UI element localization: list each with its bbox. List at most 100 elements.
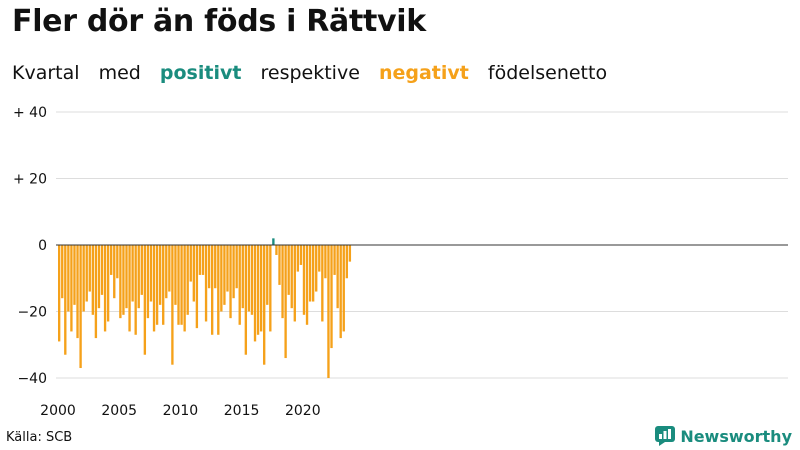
bar: [67, 245, 70, 312]
bar: [73, 245, 76, 305]
source-note: Källa: SCB: [6, 430, 73, 445]
bar: [302, 245, 306, 315]
bar: [100, 245, 104, 295]
bar: [238, 245, 241, 325]
bar: [198, 245, 202, 275]
bar: [183, 245, 186, 332]
subtitle-word: respektive: [260, 62, 360, 84]
bar: [158, 245, 162, 305]
bar: [155, 245, 159, 325]
bar: [64, 245, 67, 355]
bar: [296, 245, 300, 272]
bar: [232, 245, 235, 299]
bar: [275, 245, 278, 255]
bar: [106, 245, 110, 322]
bar: [229, 245, 232, 319]
bar: [79, 245, 82, 369]
bar: [97, 245, 101, 309]
bar: [207, 245, 211, 289]
bar: [137, 245, 140, 309]
bar: [76, 245, 79, 339]
bar: [204, 245, 208, 322]
y-tick-label: + 40: [13, 105, 47, 121]
bar: [103, 245, 107, 332]
bar: [278, 245, 281, 285]
bar: [186, 245, 189, 315]
bar: [272, 238, 275, 245]
bar: [256, 245, 260, 335]
y-tick-label: 0: [38, 238, 47, 254]
bar: [259, 245, 263, 332]
bar: [91, 245, 95, 315]
bar: [223, 245, 226, 305]
bar: [217, 245, 220, 335]
bar: [324, 245, 327, 279]
bar: [311, 245, 315, 302]
bar: [321, 245, 324, 322]
bar: [152, 245, 156, 332]
bar: [165, 245, 168, 299]
bar: [189, 245, 192, 282]
bar: [345, 245, 348, 279]
bar: [244, 245, 248, 355]
bar: [281, 245, 284, 319]
bar: [131, 245, 134, 302]
bar: [110, 245, 113, 275]
bar: [113, 245, 116, 299]
bar: [168, 245, 171, 292]
bar: [143, 245, 147, 355]
bar: [177, 245, 180, 325]
bar: [290, 245, 293, 309]
bar: [201, 245, 205, 275]
bar: [174, 245, 177, 305]
bar: [287, 245, 290, 295]
bar: [195, 245, 199, 329]
bar: [348, 245, 352, 262]
x-tick-label: 2000: [40, 403, 76, 419]
subtitle-word: med: [98, 62, 141, 84]
bar: [125, 245, 128, 309]
bar: [122, 245, 125, 315]
y-tick-label: + 20: [13, 172, 47, 188]
bar: [269, 245, 272, 332]
bar: [263, 245, 266, 365]
x-tick-label: 2020: [285, 403, 321, 419]
subtitle-word: födelsenetto: [487, 62, 608, 84]
y-tick-label: −20: [17, 305, 47, 321]
bar: [220, 245, 223, 312]
bar: [211, 245, 214, 335]
bar: [134, 245, 137, 335]
chart-subtitle: Kvartal med positivt respektive negativt…: [12, 62, 620, 84]
x-tick-label: 2015: [224, 403, 260, 419]
bar-chart: + 40 + 20 0 −20 −40 2000 2005 2010 2015 2020: [13, 105, 788, 419]
bar: [214, 245, 217, 289]
bar: [119, 245, 122, 319]
bar: [149, 245, 153, 302]
bar: [94, 245, 98, 339]
bar: [250, 245, 254, 315]
y-tick-label: −40: [17, 371, 47, 387]
bar: [330, 245, 333, 349]
subtitle-positive-label: positivt: [159, 62, 242, 84]
bar: [284, 245, 287, 359]
bar: [85, 245, 88, 302]
bar: [116, 245, 119, 279]
bar: [266, 245, 269, 305]
bar: [226, 245, 229, 292]
bar: [146, 245, 150, 319]
bar: [333, 245, 336, 275]
chart-title: Fler dör än föds i Rättvik: [12, 4, 426, 39]
bar: [253, 245, 257, 342]
brand-name: Newsworthy: [680, 426, 792, 446]
bar: [241, 245, 244, 309]
bar: [247, 245, 251, 312]
bar: [171, 245, 174, 365]
bar: [140, 245, 143, 295]
x-tick-label: 2005: [101, 403, 137, 419]
bar: [58, 245, 61, 342]
bar: [308, 245, 312, 302]
bar: [315, 245, 318, 292]
x-tick-label: 2010: [163, 403, 199, 419]
bar: [180, 245, 183, 325]
bar: [82, 245, 85, 312]
